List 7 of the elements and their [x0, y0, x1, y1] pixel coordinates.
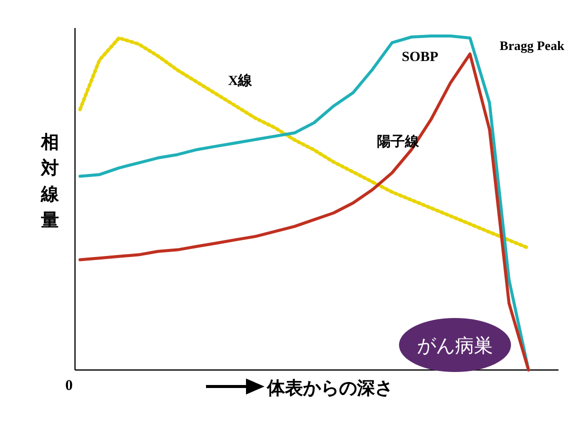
annotation: X線	[228, 73, 254, 89]
text: 0	[65, 378, 73, 394]
x-axis-title: 体表からの深さ	[266, 378, 393, 399]
annotation: Bragg Peak	[500, 38, 566, 53]
y-axis-title: 相対線量	[40, 132, 60, 231]
annotation: がん病巣	[417, 335, 493, 357]
annotation: SOBP	[402, 50, 439, 65]
